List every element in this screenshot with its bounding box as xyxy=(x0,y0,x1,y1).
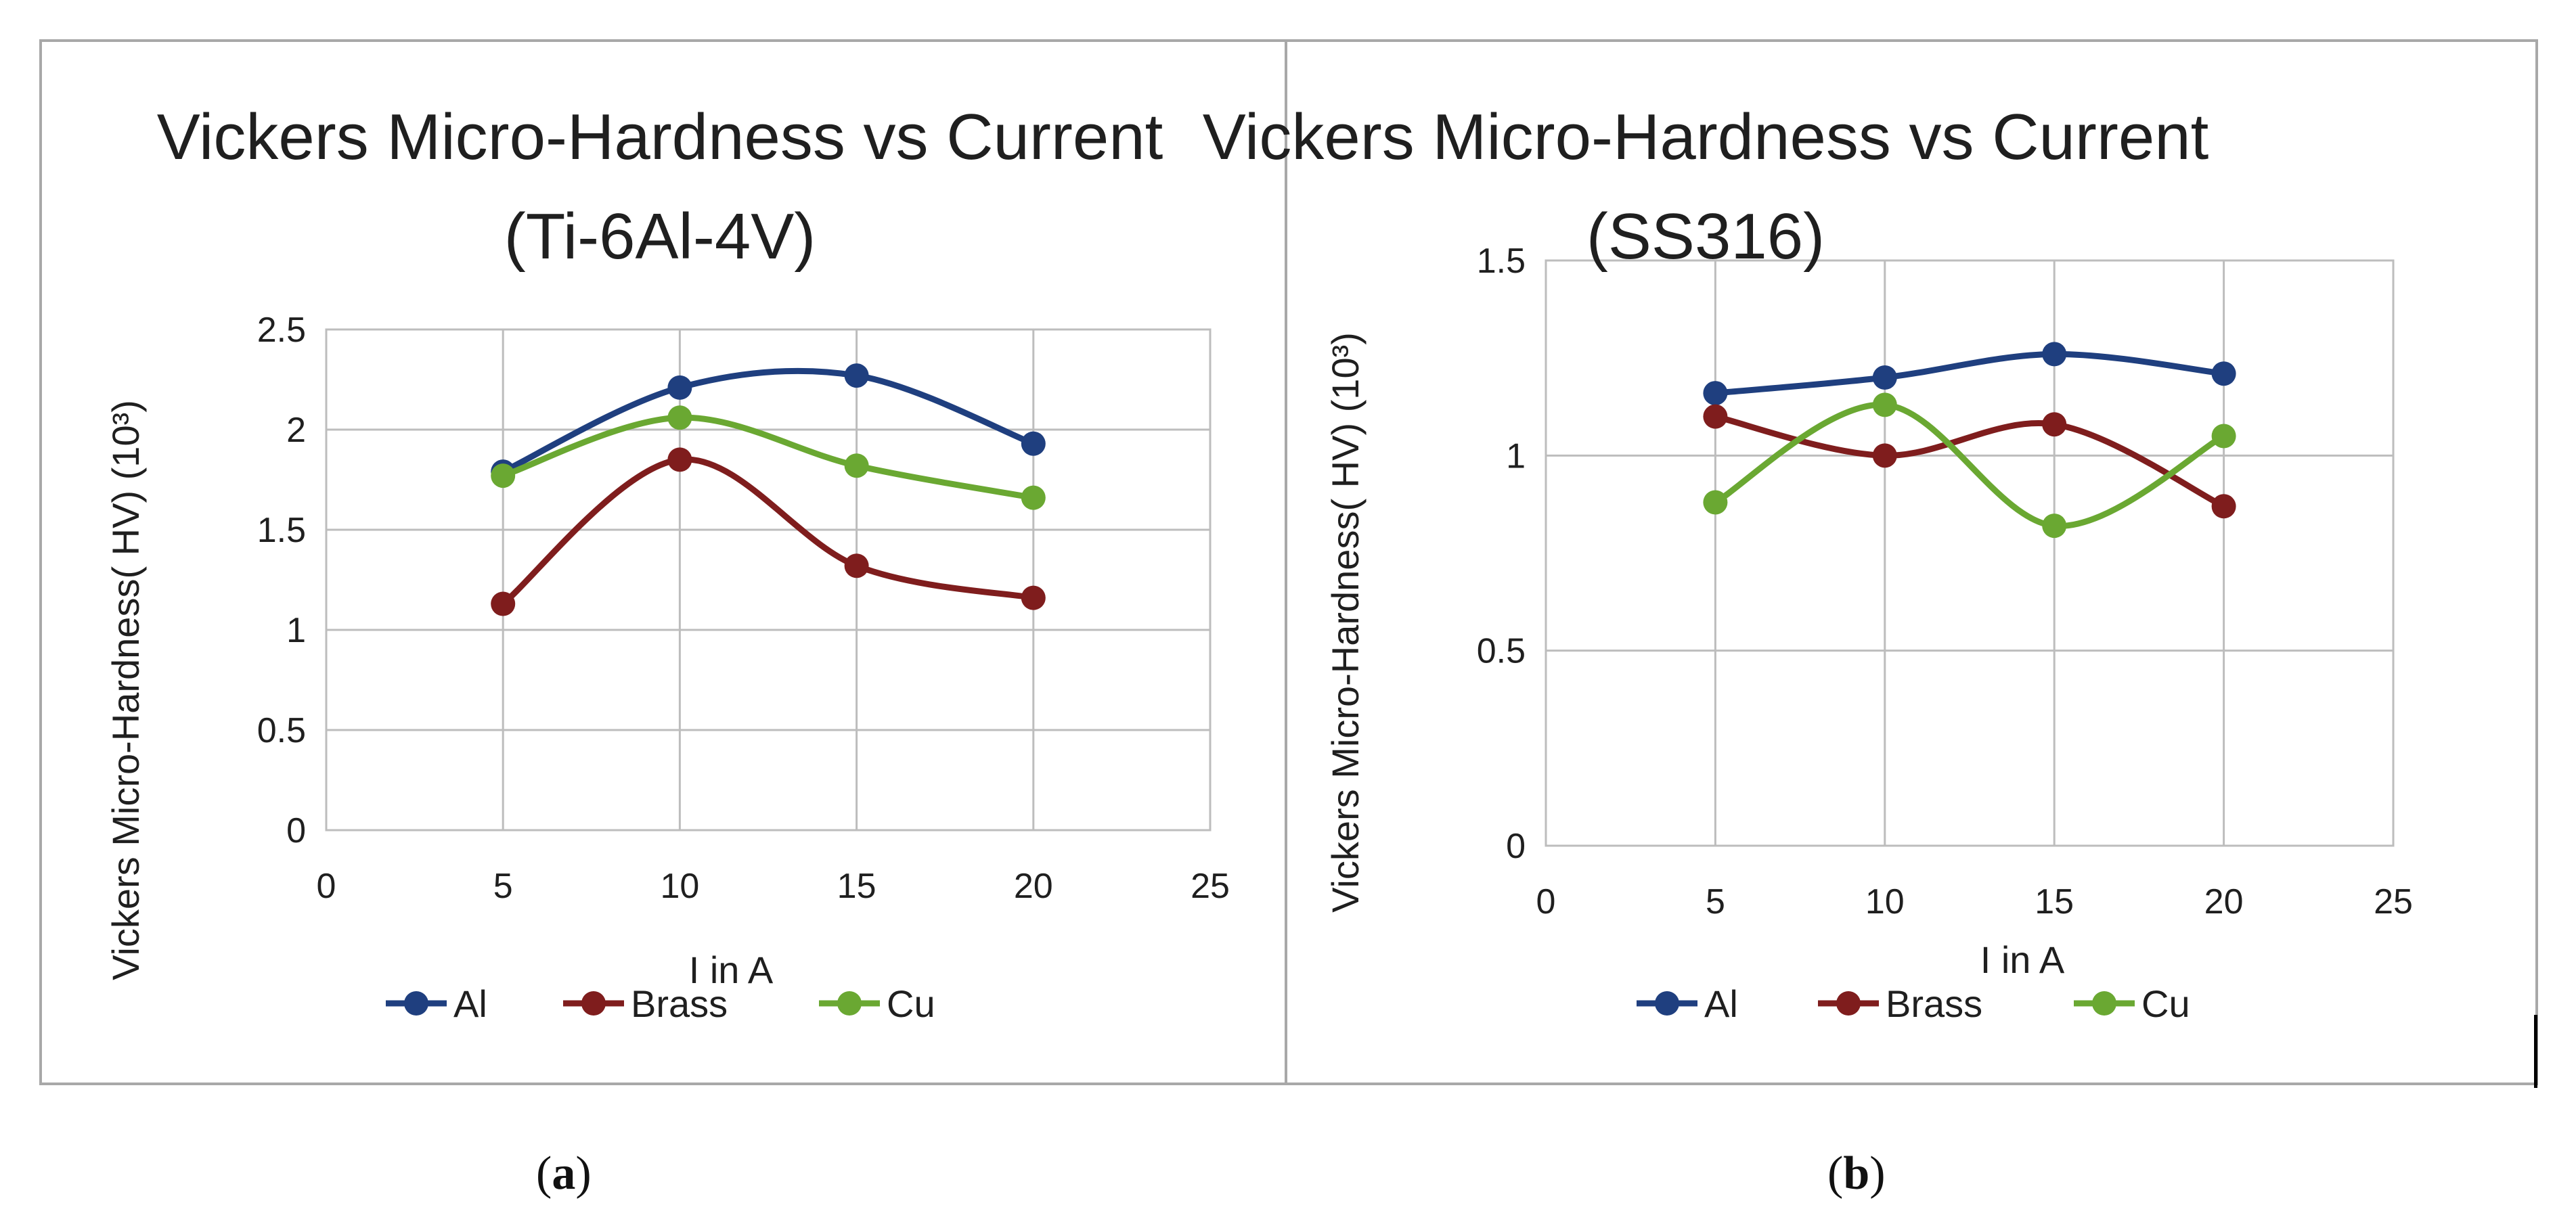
x-tick-label: 0 xyxy=(1536,882,1556,921)
data-point-cu xyxy=(844,453,869,478)
y-tick-label: 2 xyxy=(286,411,306,450)
legend-marker-brass xyxy=(581,991,606,1016)
data-point-brass xyxy=(1872,443,1897,468)
chart-title-line: Vickers Micro-Hardness vs Current xyxy=(157,101,1163,173)
chart-title-line: (Ti-6Al-4V) xyxy=(504,200,816,273)
x-tick-label: 0 xyxy=(317,867,336,906)
legend-label-al: Al xyxy=(1704,982,1738,1025)
data-point-al xyxy=(1703,381,1728,406)
x-tick-label: 5 xyxy=(493,867,513,906)
plot-area xyxy=(325,328,1212,832)
legend-marker-al xyxy=(404,991,428,1016)
series-line-cu xyxy=(499,414,1037,501)
data-point-brass xyxy=(667,447,692,472)
legend-label-al: Al xyxy=(453,982,487,1025)
y-tick-label: 0 xyxy=(1506,827,1526,866)
chart-title-line: Vickers Micro-Hardness vs Current xyxy=(1203,101,2209,173)
legend-marker-cu xyxy=(837,991,862,1016)
series-line-al xyxy=(499,367,1037,475)
data-point-cu xyxy=(1872,392,1897,417)
data-point-brass xyxy=(2042,412,2067,437)
x-tick-label: 15 xyxy=(2035,882,2074,921)
legend-label-brass: Brass xyxy=(631,982,728,1025)
chart-title-line: (SS316) xyxy=(1586,200,1825,273)
x-tick-label: 5 xyxy=(1706,882,1725,921)
legend-label-cu: Cu xyxy=(887,982,935,1025)
y-tick-label: 1.5 xyxy=(257,511,306,550)
y-axis-label: Vickers Micro-Hardness( HV) (10³) xyxy=(104,400,147,980)
y-tick-label: 0.5 xyxy=(257,711,306,750)
legend-marker-cu xyxy=(2092,991,2116,1016)
series-line-brass xyxy=(1712,413,2227,509)
data-point-cu xyxy=(1703,490,1728,515)
legend-label-cu: Cu xyxy=(2141,982,2190,1025)
y-tick-label: 2.5 xyxy=(257,311,306,350)
data-point-cu xyxy=(667,405,692,430)
data-point-brass xyxy=(2211,494,2236,519)
data-point-cu xyxy=(491,463,516,488)
x-tick-label: 10 xyxy=(1865,882,1905,921)
y-tick-label: 0 xyxy=(286,811,306,850)
panel-divider xyxy=(1285,39,1287,1085)
data-point-al xyxy=(667,375,692,400)
edge-mark xyxy=(2534,1015,2537,1088)
data-point-brass xyxy=(1021,585,1046,610)
plot-area xyxy=(1545,259,2395,847)
figure-frame xyxy=(39,39,2538,1085)
series-line-cu xyxy=(1712,401,2227,529)
data-point-brass xyxy=(844,553,869,578)
data-point-al xyxy=(844,363,869,388)
x-tick-label: 15 xyxy=(837,867,876,906)
y-tick-label: 1 xyxy=(286,611,306,650)
y-axis-label: Vickers Micro-Hardness( HV) (10³) xyxy=(1324,332,1367,913)
panel-label-b: (b) xyxy=(1827,1147,1886,1200)
x-tick-label: 10 xyxy=(660,867,699,906)
x-tick-label: 25 xyxy=(2374,882,2413,921)
y-tick-label: 0.5 xyxy=(1477,632,1526,671)
series-line-brass xyxy=(499,456,1037,608)
chart-panel-b: 0 0.5 1 1.5 0 5 10 15 20 25 I in A Vickers Micro-Ha… xyxy=(1203,101,2413,1025)
data-point-cu xyxy=(2211,424,2236,449)
x-tick-label: 20 xyxy=(1014,867,1053,906)
data-point-al xyxy=(1021,431,1046,456)
x-tick-label: 20 xyxy=(2204,882,2244,921)
data-point-al xyxy=(2042,342,2067,367)
panel-label-a: (a) xyxy=(536,1147,592,1200)
chart-panel-a: 0 0.5 1 1.5 2 2.5 0 5 10 15 20 25 I in A Vickers Micr… xyxy=(104,101,1230,1025)
y-tick-label: 1.5 xyxy=(1477,242,1526,281)
legend-marker-al xyxy=(1655,991,1679,1016)
data-point-cu xyxy=(2042,514,2067,539)
data-point-al xyxy=(1872,365,1897,390)
data-point-al xyxy=(2211,361,2236,386)
y-tick-label: 1 xyxy=(1506,436,1526,476)
legend-marker-brass xyxy=(1836,991,1861,1016)
legend-label-brass: Brass xyxy=(1886,982,1982,1025)
data-point-cu xyxy=(1021,485,1046,510)
data-point-brass xyxy=(1703,404,1728,429)
series-line-al xyxy=(1712,350,2227,396)
x-tick-label: 25 xyxy=(1191,867,1230,906)
x-axis-label: I in A xyxy=(1980,938,2065,981)
data-point-brass xyxy=(491,591,516,616)
x-axis-label: I in A xyxy=(689,949,774,991)
